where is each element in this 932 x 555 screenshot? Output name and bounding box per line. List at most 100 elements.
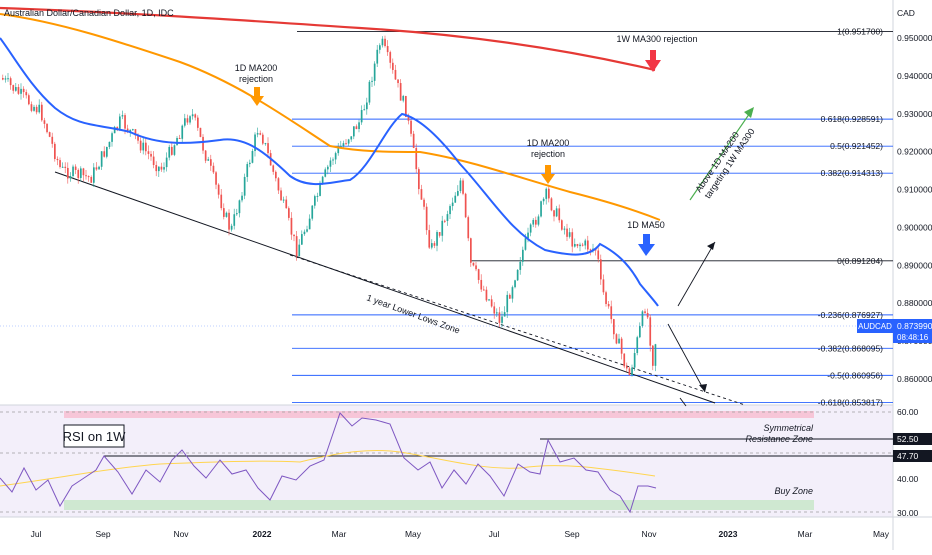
rsi-level-badge bbox=[893, 433, 932, 445]
candle-body bbox=[519, 261, 522, 270]
candle-body bbox=[358, 122, 360, 130]
candle-body bbox=[480, 279, 483, 290]
candle-body bbox=[503, 312, 506, 317]
candle-body bbox=[116, 126, 119, 129]
candle-body bbox=[321, 176, 324, 183]
candle-body bbox=[613, 319, 615, 335]
price-tick-label: 0.910000 bbox=[897, 185, 932, 195]
candle-body bbox=[147, 151, 150, 154]
fibonacci-levels: 1(0.951700) 0.618(0.928591) 0.5(0.921452) 0… bbox=[292, 27, 893, 407]
candle-body bbox=[262, 134, 264, 144]
candle-body bbox=[553, 210, 555, 217]
price-tick-label: 0.930000 bbox=[897, 109, 932, 119]
candle-body bbox=[124, 115, 126, 129]
candle-body bbox=[475, 265, 477, 270]
candle-body bbox=[191, 114, 194, 117]
candle-body bbox=[451, 202, 454, 207]
projection-down-arrowhead bbox=[699, 384, 707, 392]
candle-body bbox=[384, 38, 386, 47]
candle-body bbox=[532, 219, 535, 225]
candle-body bbox=[93, 167, 95, 183]
symmetrical-label: Symmetrical Resistance Zone bbox=[745, 423, 814, 444]
candle-body bbox=[236, 213, 238, 215]
time-tick-label: 2022 bbox=[253, 529, 272, 539]
time-axis[interactable]: Jul Sep Nov 2022 Mar May Jul Sep Nov 2023 Mar May bbox=[31, 529, 890, 539]
candle-body bbox=[605, 292, 607, 304]
fib-label: 0(0.891204) bbox=[837, 256, 883, 266]
candle-body bbox=[337, 146, 340, 154]
candle-body bbox=[345, 143, 347, 145]
ma50-label: 1D MA50 bbox=[627, 220, 665, 230]
candle-body bbox=[215, 172, 217, 185]
price-axis[interactable]: 0.950000 0.940000 0.930000 0.920000 0.910000… bbox=[897, 33, 932, 384]
candle-body bbox=[28, 95, 30, 105]
candle-body bbox=[298, 244, 301, 257]
candle-body bbox=[392, 62, 394, 70]
fib-label: 1(0.951700) bbox=[837, 27, 883, 37]
candle-body bbox=[210, 159, 212, 166]
candle-body bbox=[155, 165, 158, 172]
candle-body bbox=[368, 81, 371, 103]
candle-body bbox=[277, 178, 280, 191]
candle-body bbox=[46, 123, 48, 133]
candle-body bbox=[22, 88, 25, 93]
candle-body bbox=[379, 45, 381, 50]
candle-body bbox=[615, 334, 618, 344]
candle-body bbox=[51, 136, 54, 144]
candle-body bbox=[376, 49, 379, 64]
candle-body bbox=[145, 142, 147, 152]
candle-body bbox=[9, 78, 12, 86]
last-price-symbol: AUDCAD bbox=[858, 322, 892, 331]
candle-body bbox=[74, 166, 77, 170]
candle-body bbox=[230, 225, 233, 230]
time-tick-label: Mar bbox=[798, 529, 813, 539]
target-arrow-line bbox=[689, 109, 753, 201]
candle-body bbox=[509, 294, 511, 299]
candle-body bbox=[423, 199, 425, 207]
candle-body bbox=[636, 337, 639, 354]
price-tick-label: 0.920000 bbox=[897, 147, 932, 157]
candle-body bbox=[204, 150, 207, 161]
candle-body bbox=[171, 146, 173, 155]
candle-body bbox=[654, 344, 657, 366]
candle-body bbox=[558, 208, 561, 221]
last-price-badge: AUDCAD 0.873990 08:48:16 bbox=[857, 319, 932, 343]
candle-body bbox=[17, 87, 20, 94]
candle-body bbox=[233, 214, 236, 226]
fib-label: 0.5(0.921452) bbox=[830, 141, 883, 151]
candle-body bbox=[90, 176, 93, 183]
candle-body bbox=[641, 311, 644, 327]
candle-body bbox=[43, 120, 46, 124]
candle-body bbox=[319, 182, 321, 196]
candle-body bbox=[602, 279, 605, 293]
candle-body bbox=[470, 238, 472, 263]
candle-body bbox=[472, 262, 475, 266]
candle-body bbox=[545, 188, 548, 199]
candle-body bbox=[111, 133, 113, 142]
fib-label: -0.5(0.860956) bbox=[827, 370, 883, 380]
candle-body bbox=[407, 116, 410, 121]
candle-body bbox=[160, 166, 163, 170]
candle-body bbox=[67, 167, 69, 179]
candle-body bbox=[238, 200, 241, 214]
candle-body bbox=[103, 151, 106, 157]
candle-body bbox=[490, 299, 493, 307]
candle-body bbox=[282, 199, 285, 201]
ma300-rejection-label: 1W MA300 rejection bbox=[616, 34, 697, 44]
candle-body bbox=[178, 137, 181, 139]
candle-body bbox=[483, 289, 485, 291]
candle-body bbox=[316, 195, 319, 197]
rsi-axis[interactable]: 60.00 40.00 30.00 52.50 47.70 bbox=[893, 407, 932, 518]
candle-body bbox=[197, 117, 199, 128]
candle-body bbox=[628, 368, 631, 376]
candle-body bbox=[529, 224, 532, 233]
candle-body bbox=[85, 175, 87, 177]
time-tick-label: Mar bbox=[332, 529, 347, 539]
candle-body bbox=[467, 217, 470, 239]
candle-body bbox=[212, 165, 215, 173]
ma300-rejection-arrow bbox=[645, 50, 661, 72]
candle-body bbox=[139, 140, 142, 151]
currency-label: CAD bbox=[897, 8, 915, 18]
candle-body bbox=[142, 142, 145, 151]
